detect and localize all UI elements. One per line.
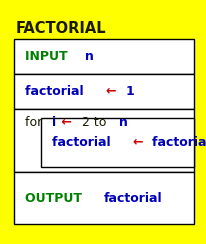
Bar [41, 118, 194, 167]
Bar [14, 172, 194, 224]
Text: factorial * i: factorial * i [152, 136, 206, 149]
Bar [14, 74, 194, 109]
Bar [14, 109, 194, 172]
Text: ←: ← [57, 115, 77, 129]
Text: 2 to: 2 to [82, 115, 111, 129]
Text: OUTPUT: OUTPUT [25, 192, 86, 205]
Text: 1: 1 [125, 85, 134, 98]
Text: INPUT: INPUT [25, 50, 72, 63]
Text: factorial: factorial [52, 136, 115, 149]
Text: FACTORIAL: FACTORIAL [15, 21, 106, 36]
Text: ←: ← [106, 85, 121, 98]
Bar [14, 39, 194, 74]
Text: for: for [25, 115, 46, 129]
Text: factorial: factorial [104, 192, 163, 205]
Text: i: i [52, 115, 56, 129]
Text: n: n [119, 115, 128, 129]
Text: factorial: factorial [25, 85, 88, 98]
Text: n: n [85, 50, 94, 63]
Text: ←: ← [133, 136, 148, 149]
